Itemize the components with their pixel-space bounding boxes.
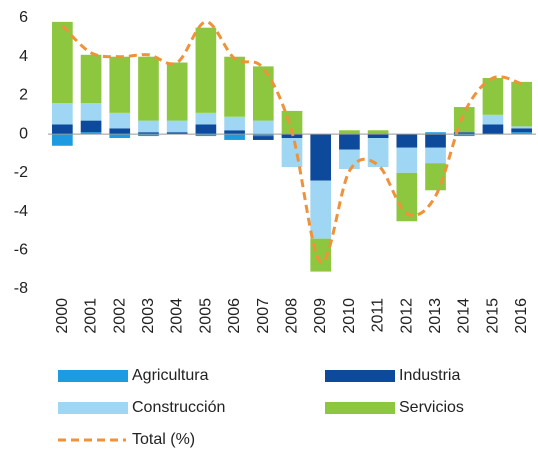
bar <box>310 134 332 181</box>
bar <box>52 124 73 135</box>
x-tick-label: 2009 <box>312 298 329 334</box>
legend-label: Industria <box>399 367 460 384</box>
legend-label: Total (%) <box>132 431 195 448</box>
bar <box>453 132 475 135</box>
bar <box>425 132 446 135</box>
bar <box>109 112 131 129</box>
bar <box>252 136 274 140</box>
bar <box>80 103 102 121</box>
legend-swatch <box>325 370 395 382</box>
x-tick-label: 2016 <box>513 298 530 334</box>
x-tick-label: 2012 <box>398 298 415 334</box>
total-line <box>61 20 523 264</box>
bar <box>138 134 159 137</box>
bar <box>339 130 360 135</box>
bar <box>310 180 332 239</box>
bar <box>367 138 389 168</box>
legend-swatch <box>325 402 395 414</box>
x-tick-label: 2011 <box>370 298 387 333</box>
bar <box>482 78 504 115</box>
bar <box>195 112 217 125</box>
legend-swatch <box>58 370 128 382</box>
y-tick-label: -4 <box>14 203 28 220</box>
x-tick-label: 2003 <box>140 298 157 334</box>
legend-swatch <box>58 402 128 414</box>
bar <box>80 120 102 133</box>
bar <box>224 116 245 131</box>
bar <box>138 120 159 133</box>
y-tick-label: 6 <box>19 9 28 26</box>
bar <box>425 134 446 148</box>
bar <box>367 134 389 139</box>
y-tick-label: 0 <box>19 125 28 142</box>
x-tick-label: 2010 <box>341 298 358 334</box>
bar <box>138 56 159 121</box>
bar <box>511 132 532 135</box>
y-tick-label: -8 <box>14 280 28 297</box>
bar <box>52 103 73 125</box>
bar <box>252 66 274 121</box>
bar <box>339 149 360 169</box>
x-tick-label: 2001 <box>83 298 100 334</box>
bar <box>109 56 131 113</box>
bar <box>511 128 532 133</box>
bar <box>195 134 217 137</box>
bar <box>367 130 389 135</box>
bar <box>166 120 188 133</box>
bar <box>195 124 217 135</box>
bar <box>252 120 274 135</box>
x-tick-label: 2008 <box>284 298 301 334</box>
x-tick-label: 2000 <box>54 298 71 334</box>
bar <box>224 134 245 140</box>
bar <box>453 134 475 137</box>
x-tick-label: 2005 <box>197 298 214 334</box>
bar <box>109 134 131 139</box>
bar <box>511 126 532 129</box>
y-tick-label: -2 <box>14 164 28 181</box>
y-tick-label: -6 <box>14 242 28 259</box>
bar <box>138 132 159 135</box>
bar <box>195 27 217 113</box>
bar <box>80 132 102 135</box>
legend-label: Construcción <box>132 399 225 416</box>
x-tick-label: 2004 <box>169 298 186 334</box>
y-tick-label: 4 <box>19 48 28 65</box>
bar <box>482 124 504 135</box>
bar <box>453 107 475 133</box>
bar <box>425 147 446 164</box>
bar <box>52 134 73 146</box>
bar <box>339 134 360 150</box>
legend-label: Servicios <box>399 399 464 416</box>
bar <box>281 138 303 168</box>
bar <box>252 134 274 137</box>
bar <box>80 54 102 104</box>
bar <box>224 56 245 117</box>
x-tick-label: 2007 <box>255 298 272 334</box>
bar <box>109 128 131 135</box>
x-tick-label: 2006 <box>226 298 243 334</box>
y-tick-label: 2 <box>19 87 28 104</box>
legend-label: Agricultura <box>132 367 209 384</box>
bar <box>396 147 418 173</box>
bar <box>396 134 418 148</box>
x-tick-label: 2015 <box>484 298 501 334</box>
bar <box>224 130 245 135</box>
x-tick-label: 2014 <box>456 298 473 334</box>
x-tick-label: 2002 <box>111 298 128 334</box>
bar <box>166 132 188 135</box>
bar <box>166 62 188 121</box>
bar <box>482 114 504 125</box>
bar <box>52 21 73 104</box>
x-tick-label: 2013 <box>427 298 444 334</box>
bar <box>511 81 532 127</box>
